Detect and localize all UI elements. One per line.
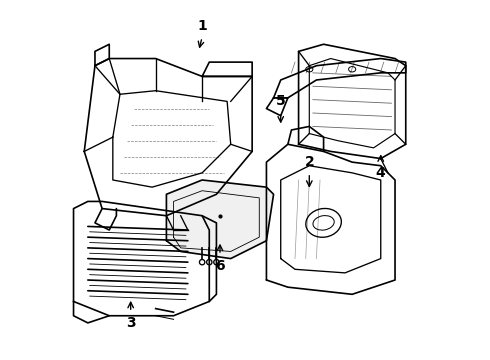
Polygon shape (167, 180, 273, 258)
Polygon shape (95, 44, 109, 66)
Text: 6: 6 (215, 259, 225, 273)
Polygon shape (298, 44, 406, 158)
Polygon shape (267, 98, 288, 116)
Text: 4: 4 (376, 166, 386, 180)
Ellipse shape (214, 260, 219, 265)
Ellipse shape (199, 260, 205, 265)
Text: 2: 2 (304, 155, 314, 169)
Text: 1: 1 (197, 19, 207, 33)
Polygon shape (84, 59, 252, 216)
Ellipse shape (207, 260, 212, 265)
Polygon shape (74, 202, 209, 316)
Text: 5: 5 (276, 94, 286, 108)
Polygon shape (273, 59, 406, 98)
Polygon shape (202, 62, 252, 76)
Text: 3: 3 (126, 316, 136, 330)
Polygon shape (267, 144, 395, 294)
